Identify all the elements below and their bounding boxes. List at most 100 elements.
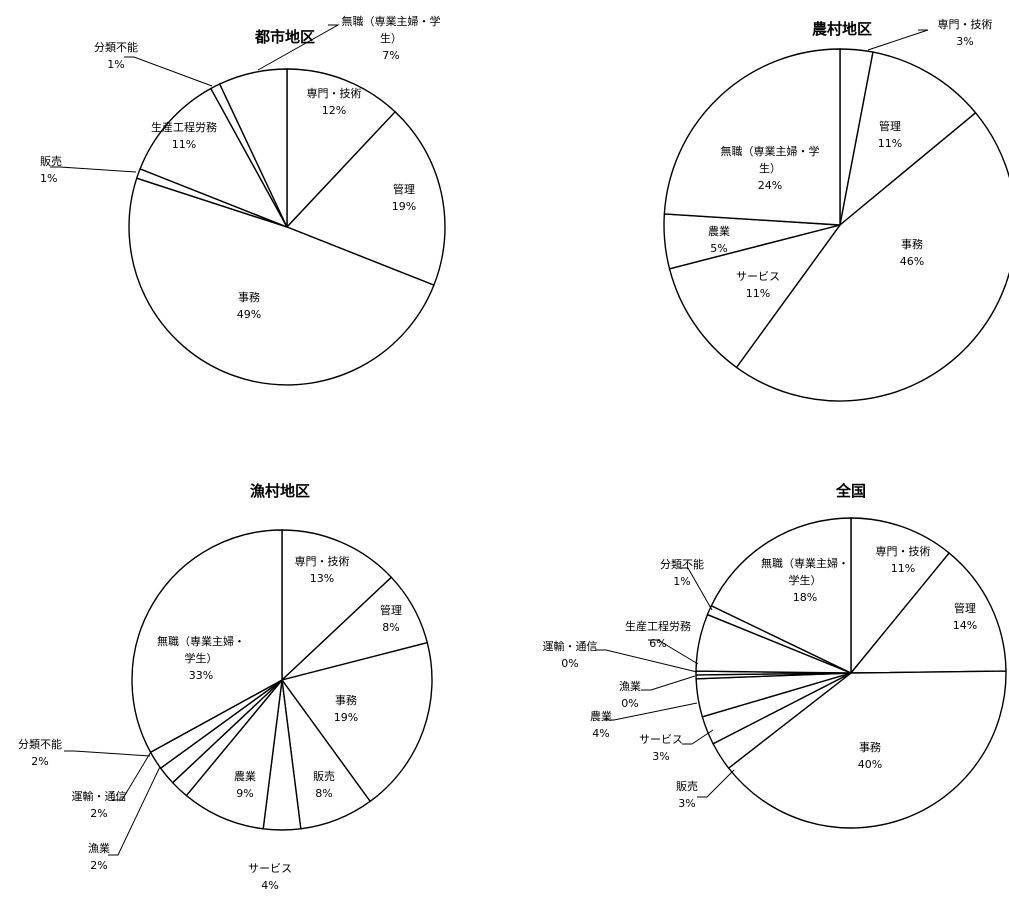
pie-slice bbox=[727, 670, 1007, 829]
slice-label: 分類不能 1% bbox=[660, 557, 704, 588]
pie-slice bbox=[286, 68, 396, 228]
pie-slice bbox=[185, 679, 283, 830]
slice-percent: 33% bbox=[189, 669, 213, 682]
slice-label: 漁業 0% bbox=[619, 679, 641, 710]
slice-category: 事務 bbox=[335, 693, 357, 707]
slice-category: 販売 bbox=[313, 770, 335, 783]
slice-label: 専門・技術 12% bbox=[307, 87, 362, 117]
slice-percent: 11% bbox=[172, 138, 196, 151]
slice-label: 農業 9% bbox=[234, 769, 256, 800]
pie-slice bbox=[850, 517, 950, 674]
slice-category: 管理 bbox=[380, 603, 402, 617]
slice-category: 分類不能 bbox=[18, 737, 62, 751]
slice-category: 分類不能 bbox=[94, 40, 138, 54]
pie-slice bbox=[281, 529, 393, 681]
slice-label: 農業 4% bbox=[590, 709, 612, 740]
slice-percent: 11% bbox=[746, 287, 770, 300]
slice-percent: 5% bbox=[710, 242, 727, 255]
slice-category: 販売 bbox=[40, 155, 62, 168]
pie-slice bbox=[710, 517, 852, 674]
slice-percent: 40% bbox=[858, 758, 882, 771]
slice-label: 生産工程労務 6% bbox=[625, 619, 691, 650]
slice-percent: 49% bbox=[237, 308, 261, 321]
slice-category: 学生） bbox=[185, 651, 218, 665]
chart-title: 農村地区 bbox=[812, 20, 872, 38]
slice-category: 無職（専業主婦・学 bbox=[721, 144, 820, 158]
slice-label: 無職（専業主婦・学生） 18% bbox=[761, 556, 849, 604]
slice-category: 生産工程労務 bbox=[151, 120, 217, 134]
slice-percent: 2% bbox=[90, 807, 107, 820]
slice-category: 事務 bbox=[238, 290, 260, 304]
slice-percent: 2% bbox=[31, 755, 48, 768]
slice-category: 無職（専業主婦・学 bbox=[342, 14, 441, 28]
slice-percent: 6% bbox=[649, 637, 666, 650]
chart-title: 都市地区 bbox=[254, 28, 315, 46]
slice-category: 専門・技術 bbox=[938, 18, 993, 31]
slice-percent: 0% bbox=[621, 697, 638, 710]
slice-category: 農業 bbox=[708, 224, 730, 238]
slice-label: 管理 14% bbox=[953, 601, 977, 632]
slice-label: 販売 3% bbox=[676, 780, 698, 810]
slice-category: 運輸・通信 bbox=[72, 789, 127, 803]
slice-label: 事務 19% bbox=[334, 693, 358, 724]
leader-line bbox=[682, 729, 714, 745]
slice-category: 販売 bbox=[676, 780, 698, 793]
leader-line bbox=[50, 166, 137, 173]
slice-label: サービス 4% bbox=[248, 862, 292, 892]
slice-percent: 8% bbox=[382, 621, 399, 634]
slice-percent: 3% bbox=[956, 35, 973, 48]
slice-label: 分類不能 2% bbox=[18, 737, 62, 768]
slice-percent: 12% bbox=[322, 104, 346, 117]
slice-label: 農業 5% bbox=[708, 224, 730, 255]
leader-line bbox=[604, 702, 698, 721]
slice-percent: 3% bbox=[652, 750, 669, 763]
leader-line bbox=[678, 567, 713, 611]
slice-label: 運輸・通信 2% bbox=[72, 789, 127, 820]
leader-line bbox=[596, 649, 698, 673]
slice-category: 無職（専業主婦・ bbox=[157, 634, 245, 648]
slice-percent: 24% bbox=[758, 179, 782, 192]
slice-label: 販売 8% bbox=[313, 770, 335, 800]
slice-percent: 8% bbox=[315, 787, 332, 800]
leader-line bbox=[124, 56, 213, 87]
pie-slice bbox=[839, 51, 977, 226]
slice-label: 無職（専業主婦・学生） 7% bbox=[342, 14, 441, 62]
pie-slice bbox=[668, 224, 841, 369]
slice-label: 事務 40% bbox=[858, 740, 882, 771]
slice-percent: 1% bbox=[107, 58, 124, 71]
slice-label: 専門・技術 3% bbox=[938, 18, 993, 48]
slice-category: 管理 bbox=[393, 182, 415, 196]
slice-label: 無職（専業主婦・学生） 24% bbox=[721, 144, 820, 192]
slice-percent: 3% bbox=[678, 797, 695, 810]
slice-category: 農業 bbox=[234, 769, 256, 783]
slice-label: 管理 8% bbox=[380, 603, 402, 634]
leader-line bbox=[697, 769, 735, 798]
slice-category: 農業 bbox=[590, 709, 612, 723]
slice-category: 運輸・通信 bbox=[543, 639, 598, 653]
slice-label: 専門・技術 13% bbox=[295, 555, 350, 585]
pie-slice bbox=[219, 68, 288, 228]
slice-percent: 4% bbox=[261, 879, 278, 892]
pie-chart-rural: 農村地区 専門・技術 3% 管理 11% 事務 46% サービス 11% 農業 5% 無職（専業主婦・… bbox=[663, 18, 1009, 402]
slice-category: 管理 bbox=[879, 119, 901, 133]
slice-category: 生産工程労務 bbox=[625, 619, 691, 633]
pie-slice bbox=[850, 552, 1007, 674]
slice-percent: 19% bbox=[392, 200, 416, 213]
slice-category: サービス bbox=[639, 733, 683, 746]
slice-percent: 2% bbox=[90, 859, 107, 872]
slice-percent: 1% bbox=[40, 172, 57, 185]
slice-category: 学生） bbox=[789, 573, 822, 587]
slice-percent: 1% bbox=[673, 575, 690, 588]
slice-label: サービス 11% bbox=[736, 270, 780, 300]
slice-label: 漁業 2% bbox=[88, 841, 110, 872]
slice-percent: 11% bbox=[878, 137, 902, 150]
leader-line bbox=[648, 639, 699, 665]
leader-line bbox=[112, 729, 165, 801]
slice-percent: 11% bbox=[891, 562, 915, 575]
slice-category: 漁業 bbox=[88, 841, 110, 855]
chart-title: 漁村地区 bbox=[250, 482, 310, 500]
slice-percent: 9% bbox=[236, 787, 253, 800]
